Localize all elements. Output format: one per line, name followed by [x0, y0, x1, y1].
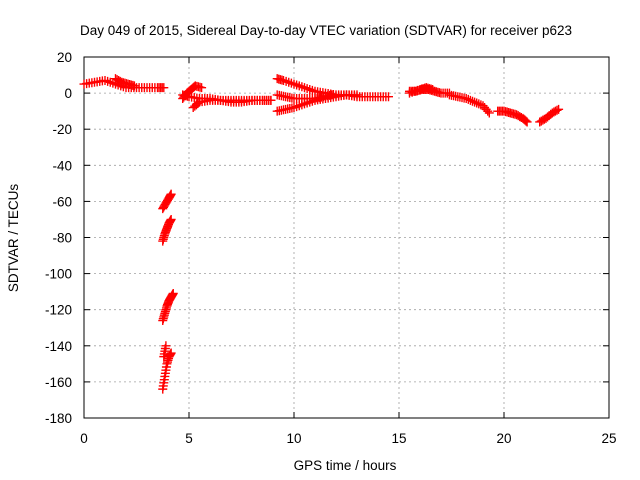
data-point: [468, 96, 477, 106]
y-tick-label: 0: [64, 86, 72, 101]
series-arc12: [272, 90, 362, 116]
data-point: [166, 348, 176, 358]
series-arc4: [158, 288, 178, 326]
data-point: [522, 117, 532, 127]
series-arc17: [535, 104, 564, 127]
data-point: [465, 95, 475, 105]
data-point: [168, 288, 178, 298]
y-tick-label: -20: [52, 122, 72, 137]
data-point: [166, 214, 176, 224]
data-point: [521, 116, 531, 126]
y-tick-label: -60: [52, 194, 72, 209]
data-point: [193, 98, 203, 108]
y-tick-label: 20: [57, 50, 72, 65]
grid-layer: [84, 57, 609, 418]
data-point: [484, 108, 494, 118]
x-tick-label: 0: [80, 431, 88, 446]
data-point: [483, 106, 493, 116]
data-point: [384, 92, 393, 102]
y-axis: 20 0 -20 -40 -60 -80 -100 -120 -140 -160 -180: [45, 50, 609, 426]
x-tick-label: 10: [286, 431, 301, 446]
data-point: [520, 115, 530, 125]
x-axis-label: GPS time / hours: [294, 458, 397, 473]
series-arc6: [159, 341, 171, 362]
x-tick-label: 25: [601, 431, 616, 446]
data-point: [159, 83, 169, 93]
data-point: [166, 189, 176, 199]
series-arc14: [405, 83, 438, 98]
data-point: [470, 97, 480, 107]
series-arc1b: [111, 74, 139, 91]
plot-frame: [83, 56, 610, 419]
data-point: [129, 81, 139, 91]
data-point: [554, 104, 564, 114]
y-axis-label: SDTVAR / TECUs: [6, 184, 21, 293]
data-point: [197, 83, 207, 93]
chart-title: Day 049 of 2015, Sidereal Day-to-day VTE…: [80, 23, 572, 38]
data-point: [461, 94, 471, 104]
data-point: [552, 105, 562, 115]
y-tick-label: -180: [45, 411, 72, 426]
data-layer: [79, 74, 564, 394]
y-tick-label: -40: [52, 158, 72, 173]
y-tick-label: -80: [52, 231, 72, 246]
x-axis: 0 5 10 15 20 25: [80, 57, 617, 446]
data-point: [463, 94, 473, 104]
series-arc5: [158, 348, 176, 394]
data-point: [352, 90, 362, 100]
y-tick-label: -160: [45, 375, 72, 390]
x-tick-label: 5: [185, 431, 193, 446]
series-arc2: [158, 189, 176, 214]
x-tick-label: 15: [391, 431, 406, 446]
data-point: [428, 84, 438, 94]
y-tick-label: -120: [45, 303, 72, 318]
data-point: [266, 95, 276, 105]
data-point: [474, 99, 484, 109]
series-arc9: [188, 95, 276, 113]
series-arc3: [158, 214, 176, 246]
x-tick-label: 20: [496, 431, 511, 446]
y-tick-label: -140: [45, 339, 72, 354]
y-tick-label: -100: [45, 267, 72, 282]
series-arc16: [493, 106, 532, 127]
data-point: [161, 341, 171, 351]
series-arc15: [444, 90, 494, 118]
data-point: [472, 98, 482, 108]
